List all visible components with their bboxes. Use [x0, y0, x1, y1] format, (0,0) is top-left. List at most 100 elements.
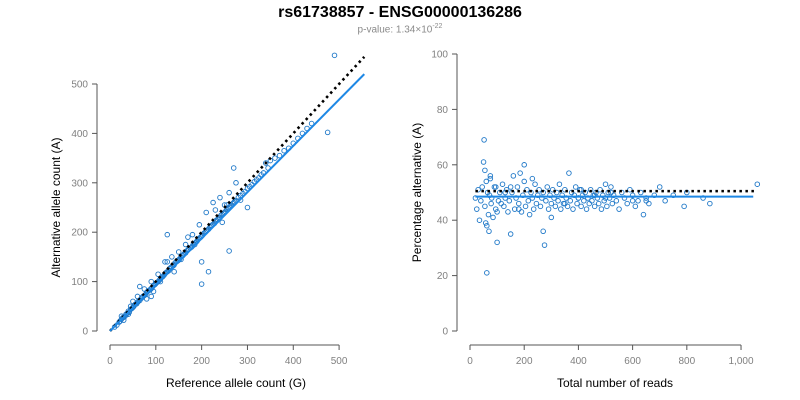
left-data-point: [226, 248, 232, 254]
right-y-tick-label: 20: [437, 271, 449, 282]
right-x-tick-label: 600: [624, 356, 641, 367]
right-data-point: [532, 181, 538, 187]
right-data-point: [482, 167, 488, 174]
right-data-point: [613, 198, 620, 204]
left-scatter-plot: 0 100 200 300 400 500 0 100 200 300 400 500 Referenc…: [49, 52, 366, 390]
left-y-tick-label: 500: [71, 80, 88, 91]
right-data-point: [494, 239, 500, 246]
left-y-tick-label: 200: [71, 228, 88, 239]
right-data-point: [537, 203, 544, 210]
left-data-point: [150, 288, 157, 295]
right-data-point: [608, 184, 614, 190]
p-value-text: p-value: 1.34×10: [357, 24, 433, 36]
right-data-point: [598, 206, 605, 212]
left-data-point: [164, 259, 171, 265]
right-data-point: [578, 203, 584, 210]
right-y-axis-label: Percentage alternative (A): [410, 123, 424, 262]
right-data-point: [521, 178, 527, 185]
right-data-point: [492, 206, 499, 212]
right-data-point: [490, 214, 496, 221]
right-data-point: [646, 200, 652, 207]
right-data-point: [548, 200, 555, 207]
right-data-point: [545, 206, 552, 212]
left-data-point: [196, 222, 203, 228]
right-data-point: [566, 170, 572, 176]
right-data-point: [516, 206, 522, 212]
right-data-point: [487, 173, 494, 179]
right-data-point: [478, 198, 484, 204]
right-data-point: [574, 200, 580, 207]
right-data-point: [624, 200, 630, 207]
right-y-tick-label: 100: [431, 50, 448, 61]
chart-title: rs61738857 - ENSG00000136286: [278, 4, 522, 21]
right-data-point: [597, 186, 603, 193]
right-x-tick-label: 800: [678, 356, 695, 367]
left-data-point: [198, 259, 205, 265]
right-data-point: [681, 203, 687, 210]
left-data-point: [148, 278, 154, 285]
right-data-point: [482, 220, 489, 226]
right-data-point: [507, 184, 514, 190]
right-data-point: [540, 228, 546, 235]
right-data-point: [485, 211, 492, 218]
right-data-point: [501, 203, 507, 210]
right-scatter-plot: 0 200 400 600 800 1,000 0 20 40 60 80 100 Total numb…: [410, 50, 761, 390]
left-y-tick-label: 0: [82, 327, 88, 338]
left-data-point: [185, 234, 191, 240]
right-data-point: [481, 137, 487, 143]
right-data-point: [521, 162, 527, 168]
right-x-tick-label: 200: [516, 356, 533, 367]
right-data-point: [505, 209, 511, 215]
right-data-point: [629, 198, 636, 204]
left-data-point: [189, 231, 196, 238]
right-data-point: [578, 186, 584, 193]
right-y-tick-label: 80: [437, 105, 449, 116]
right-data-point: [616, 206, 622, 212]
right-data-point: [643, 198, 649, 204]
left-data-point: [148, 293, 154, 300]
right-data-point: [526, 211, 533, 218]
right-data-point: [506, 198, 513, 204]
right-data-point: [564, 203, 571, 210]
left-data-point: [130, 298, 136, 305]
right-data-point: [583, 206, 590, 212]
left-y-tick-label: 400: [71, 129, 88, 140]
right-data-point: [522, 203, 529, 210]
left-data-point: [205, 268, 212, 275]
right-data-point: [553, 189, 560, 196]
right-data-point: [507, 231, 514, 237]
right-data-point: [581, 198, 587, 204]
right-x-tick-label: 400: [570, 356, 587, 367]
right-data-point: [558, 206, 564, 212]
right-data-point: [475, 186, 481, 193]
right-data-point: [488, 200, 494, 207]
left-data-point: [169, 254, 175, 260]
left-data-point: [230, 165, 237, 171]
right-data-point: [595, 200, 602, 207]
right-data-point: [544, 184, 550, 190]
right-x-axis-label: Total number of reads: [557, 376, 673, 390]
left-data-point: [331, 52, 338, 59]
left-data-point: [175, 249, 182, 255]
right-data-point: [555, 198, 561, 204]
right-data-point: [627, 186, 633, 193]
left-data-point: [162, 259, 168, 265]
right-data-point: [533, 200, 540, 207]
right-data-point: [498, 200, 504, 207]
right-data-point: [486, 228, 492, 235]
right-data-point: [511, 206, 518, 212]
right-data-point: [572, 184, 579, 190]
left-data-point: [263, 160, 269, 166]
left-data-point: [219, 219, 226, 226]
right-data-point: [480, 159, 487, 165]
right-data-point: [562, 200, 568, 207]
right-y-tick-label: 60: [437, 160, 449, 171]
left-data-point: [233, 180, 239, 186]
right-data-point: [492, 184, 499, 190]
left-y-axis-label: Alternative allele count (A): [49, 137, 63, 277]
left-data-point: [171, 268, 177, 275]
right-data-point: [567, 198, 574, 204]
right-data-point: [525, 198, 532, 204]
left-data-point: [210, 199, 216, 206]
right-data-point: [541, 242, 548, 248]
